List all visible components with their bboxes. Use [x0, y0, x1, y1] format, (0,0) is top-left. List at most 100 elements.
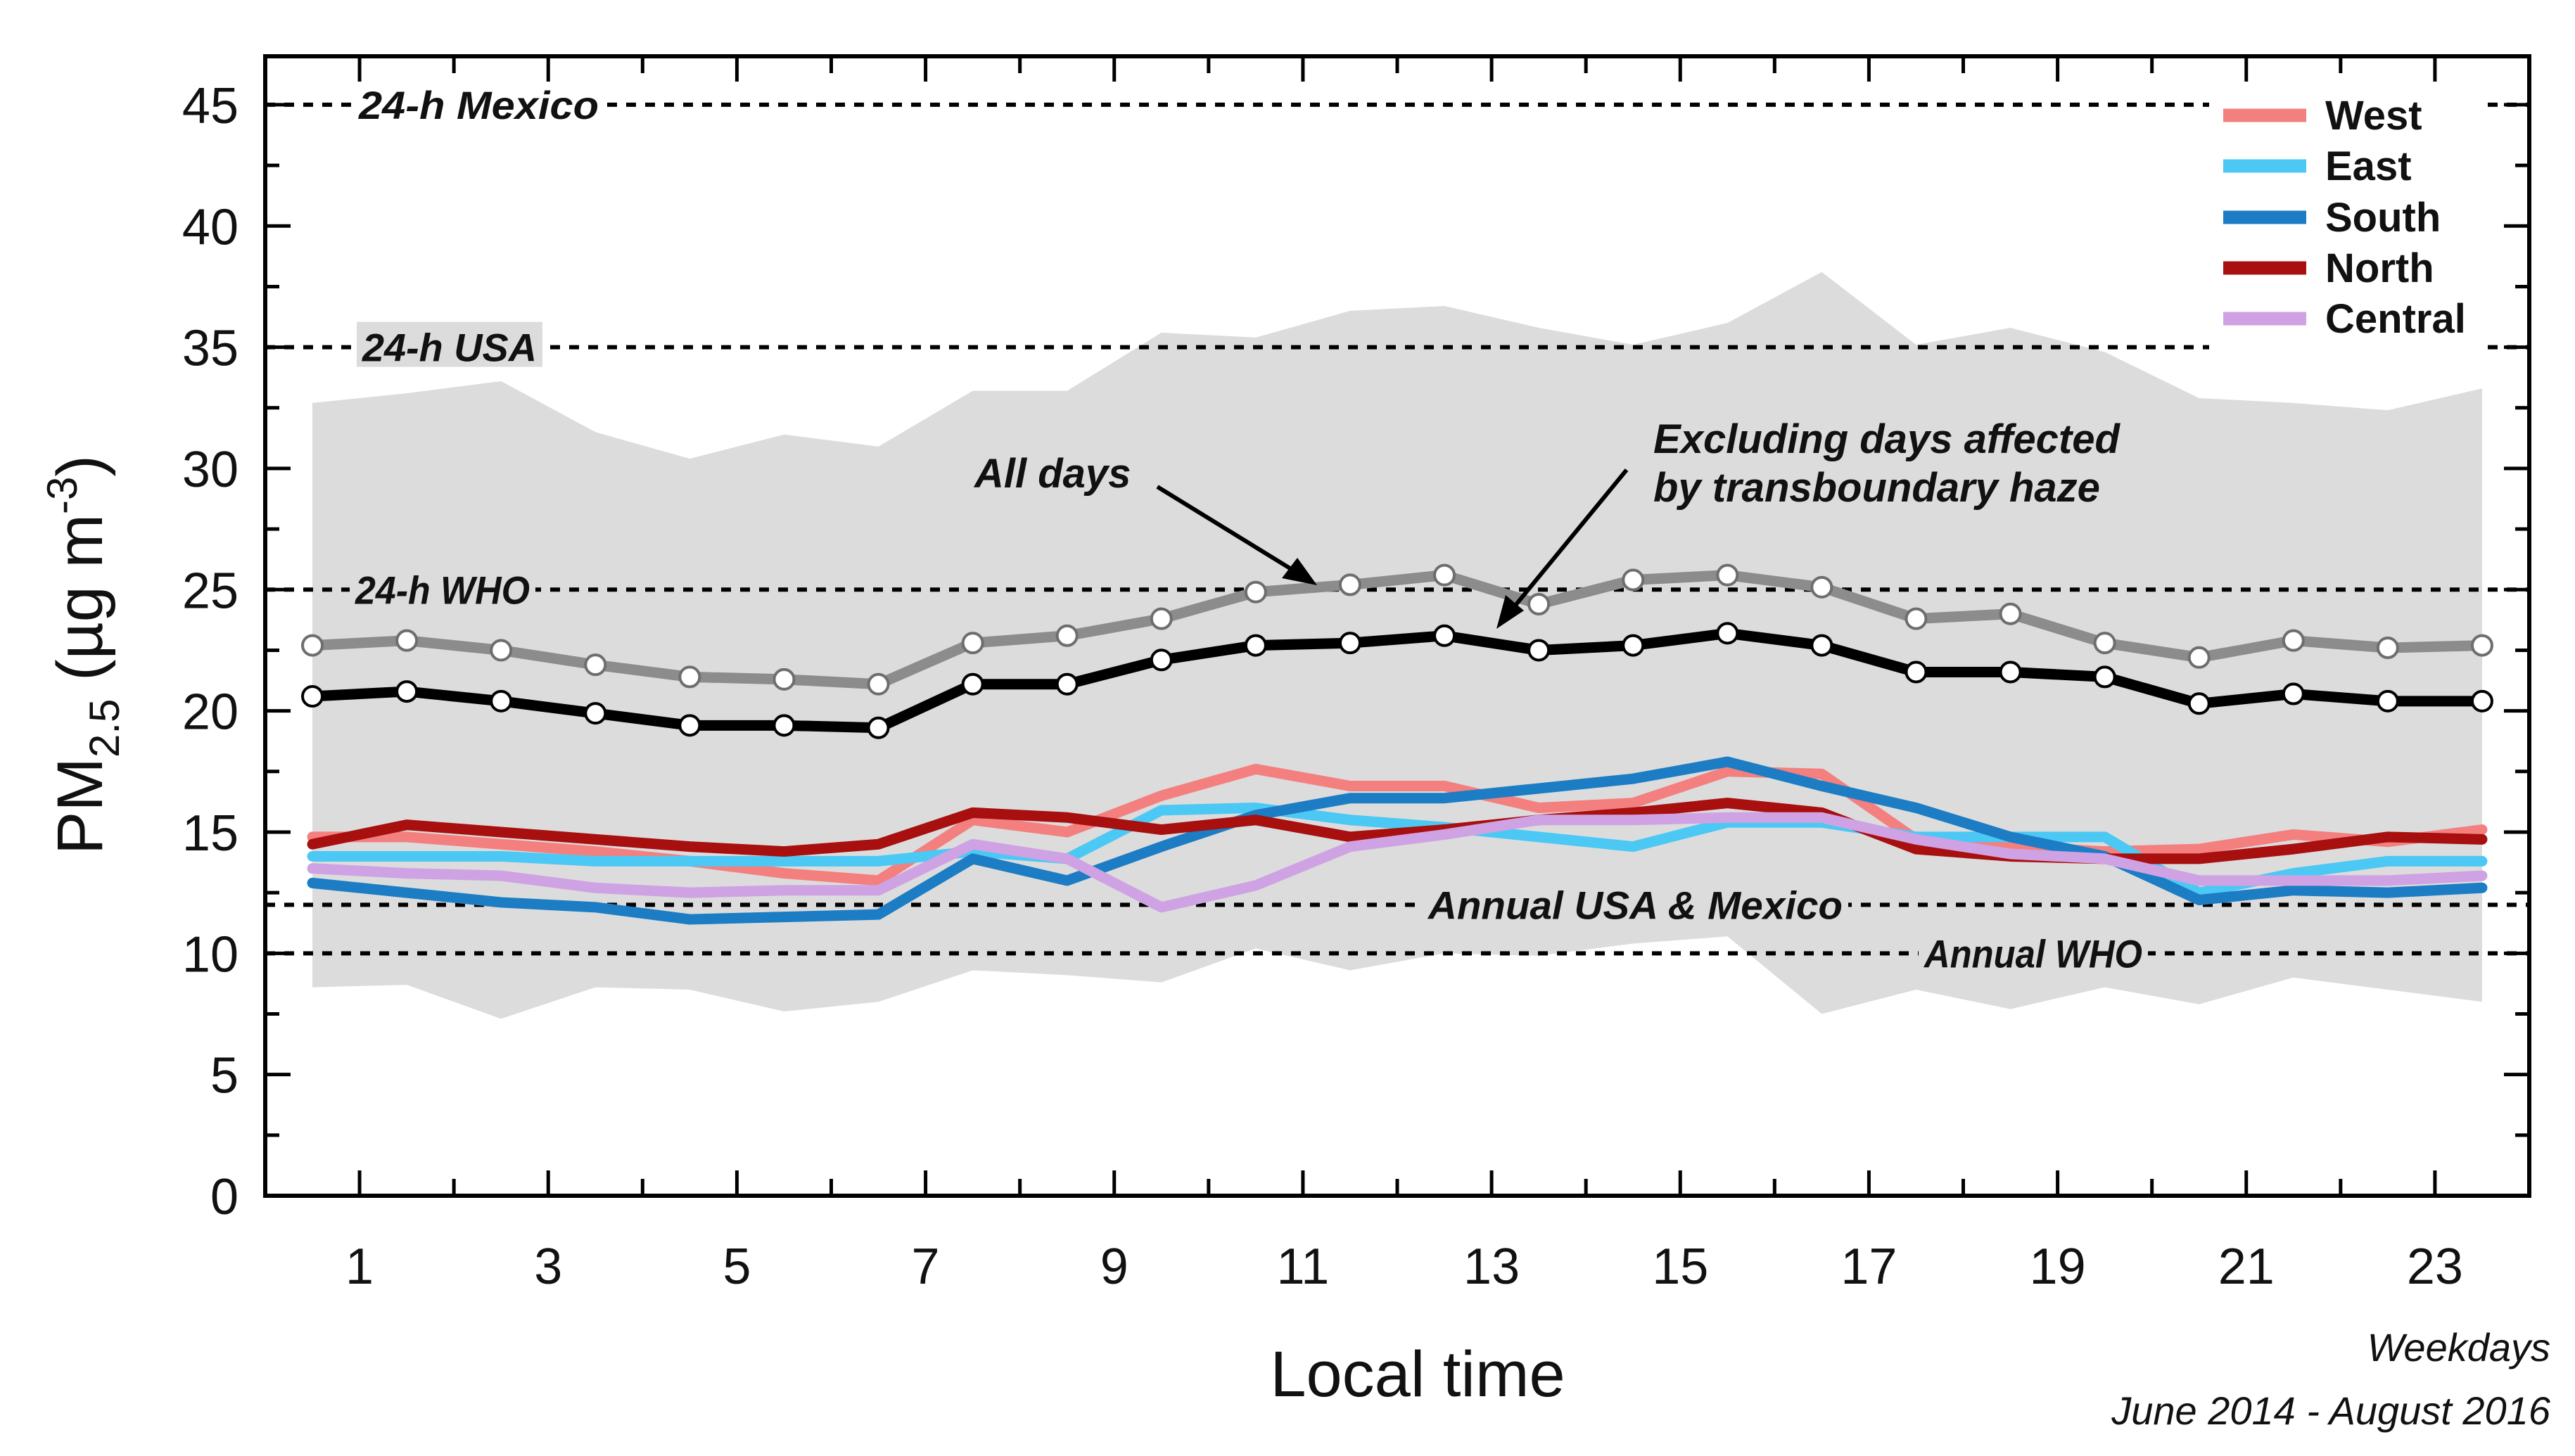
series-point-all-days — [2187, 646, 2211, 669]
series-point-all-days — [961, 632, 984, 655]
y-tick-label: 10 — [182, 926, 239, 983]
legend-label-east: East — [2325, 143, 2412, 189]
annotation-all-days: All days — [973, 451, 1131, 497]
series-point-excluding-haze — [2376, 689, 2399, 713]
reference-label-annual-who: Annual WHO — [1923, 931, 2142, 976]
series-point-all-days — [2470, 634, 2493, 657]
annotation-excluding-arrowhead — [1496, 595, 1524, 629]
series-point-excluding-haze — [1338, 632, 1361, 655]
y-axis-title-unit: (µg m — [44, 514, 116, 699]
reference-label-24-h-mexico: 24-h Mexico — [358, 83, 599, 127]
series-layer — [307, 756, 2488, 925]
reference-lines-layer: 24-h Mexico 24-h USA 24-h WHO Annual USA & … — [265, 79, 2529, 976]
x-tick-label: 7 — [912, 1239, 940, 1295]
series-point-excluding-haze — [301, 684, 324, 708]
series-point-excluding-haze — [678, 714, 701, 737]
series-point-excluding-haze — [2093, 665, 2116, 689]
y-tick-label: 30 — [182, 442, 239, 498]
series-point-all-days — [678, 665, 701, 689]
x-tick-label: 11 — [1277, 1239, 1330, 1295]
series-point-excluding-haze — [1055, 672, 1079, 696]
series-point-all-days — [584, 653, 607, 677]
y-tick-label: 20 — [182, 684, 239, 741]
y-tick-label: 25 — [182, 563, 239, 619]
series-point-excluding-haze — [1716, 622, 1739, 645]
series-point-all-days — [490, 639, 513, 662]
series-point-all-days — [1999, 602, 2022, 625]
y-tick-label: 40 — [182, 199, 239, 255]
y-tick-label: 15 — [182, 805, 239, 862]
x-tick-label: 3 — [534, 1239, 562, 1295]
series-point-all-days — [2376, 637, 2399, 660]
series-point-all-days — [1338, 573, 1361, 596]
y-tick-label: 0 — [210, 1169, 239, 1225]
series-point-all-days — [1527, 592, 1551, 615]
x-tick-label: 9 — [1100, 1239, 1128, 1295]
y-tick-label: 45 — [182, 78, 239, 134]
legend-label-north: North — [2325, 245, 2434, 291]
annotation-excluding-line1: Excluding days affected — [1653, 416, 2121, 462]
y-tick-label: 35 — [182, 321, 239, 377]
series-point-all-days — [867, 672, 890, 696]
annotation-all-days-arrowhead — [1282, 558, 1317, 585]
series-point-all-days — [395, 629, 419, 652]
legend-item-west: West — [2223, 93, 2422, 139]
x-tick-label: 23 — [2407, 1239, 2463, 1295]
series-point-excluding-haze — [584, 702, 607, 725]
series-point-excluding-haze — [2470, 689, 2493, 713]
y-axis-title: PM2.5 (µg m-3) — [39, 455, 128, 855]
series-point-excluding-haze — [1905, 660, 1928, 684]
series-point-excluding-haze — [961, 672, 984, 696]
y-axis-title-close: ) — [44, 455, 116, 477]
series-line-all-days — [312, 570, 2483, 690]
series-point-all-days — [1810, 575, 1833, 599]
y-axis-title-superscript: -3 — [39, 477, 86, 514]
legend-label-west: West — [2325, 93, 2422, 139]
series-point-all-days — [2282, 629, 2305, 652]
x-tick-label: 19 — [2030, 1239, 2086, 1295]
series-point-excluding-haze — [490, 689, 513, 713]
range-band-area — [312, 272, 2482, 1019]
annotation-excluding-arrow — [1502, 468, 1629, 620]
series-point-all-days — [1716, 563, 1739, 587]
series-point-all-days — [301, 634, 324, 657]
series-point-excluding-haze — [1999, 660, 2022, 684]
reference-label-bg-24-h-who — [350, 564, 535, 610]
series-point-excluding-haze — [1527, 639, 1551, 662]
x-tick-label: 1 — [345, 1239, 374, 1295]
reference-label-bg-24-h-mexico — [353, 79, 604, 124]
reference-label-bg-annual-who — [1919, 928, 2148, 973]
reference-label-24-h-usa: 24-h USA — [362, 326, 537, 370]
series-point-excluding-haze — [2187, 692, 2211, 715]
series-point-excluding-haze — [1810, 634, 1833, 657]
x-tick-label: 21 — [2218, 1239, 2275, 1295]
series-point-excluding-haze — [1622, 634, 1645, 657]
legend-label-central: Central — [2325, 296, 2466, 342]
series-point-all-days — [1433, 563, 1456, 587]
x-tick-label: 17 — [1840, 1239, 1897, 1295]
reference-label-bg-24-h-usa — [357, 321, 542, 367]
series-point-excluding-haze — [1433, 624, 1456, 647]
legend-item-east: East — [2223, 143, 2412, 189]
legend-label-south: South — [2325, 195, 2441, 241]
series-point-excluding-haze — [2282, 682, 2305, 705]
series-point-all-days — [1622, 568, 1645, 592]
footnote-weekdays: Weekdays — [2367, 1325, 2550, 1369]
y-axis-title-subscript: 2.5 — [81, 699, 128, 758]
series-point-excluding-haze — [1150, 649, 1173, 672]
series-point-all-days — [2093, 632, 2116, 655]
legend-item-central: Central — [2223, 296, 2466, 342]
series-point-excluding-haze — [395, 680, 419, 703]
x-axis-title: Local time — [1270, 1339, 1565, 1410]
annotation-all-days-arrow — [1156, 485, 1309, 581]
annotation-excluding-line2: by transboundary haze — [1653, 465, 2100, 511]
legend-item-south: South — [2223, 195, 2441, 241]
reference-label-24-h-who: 24-h WHO — [355, 568, 530, 612]
series-line-excluding-haze — [312, 627, 2482, 734]
series-point-all-days — [772, 668, 796, 691]
series-point-excluding-haze — [867, 716, 890, 739]
series-point-all-days — [1055, 624, 1079, 647]
marked-series-layer — [301, 563, 2493, 739]
